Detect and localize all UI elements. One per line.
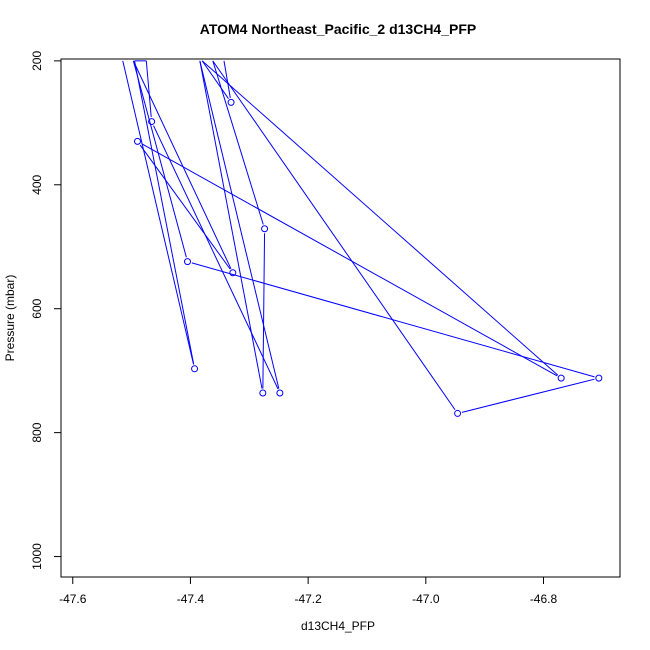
y-tick-label: 200 <box>30 51 44 71</box>
x-axis: -47.6 -47.4 -47.2 -47.0 -46.8 <box>59 576 558 606</box>
data-point <box>454 409 462 417</box>
y-axis-label: Pressure (mbar) <box>3 275 17 362</box>
data-point <box>227 98 235 106</box>
data-point <box>191 365 199 373</box>
x-axis-label: d13CH4_PFP <box>301 619 375 633</box>
series-segment <box>139 144 231 270</box>
x-tick-label: -47.6 <box>59 592 87 606</box>
series-segment <box>132 60 187 258</box>
x-tick-label: -47.2 <box>294 592 322 606</box>
series-segment <box>262 233 266 389</box>
chart-title: ATOM4 Northeast_Pacific_2 d13CH4_PFP <box>200 21 476 37</box>
series-segment <box>223 60 231 99</box>
data-point <box>259 389 267 397</box>
data-point <box>261 225 269 233</box>
y-axis: 200 400 600 800 1000 <box>30 51 62 570</box>
series-segment <box>122 60 195 365</box>
series-segment <box>199 60 263 389</box>
y-tick-label: 800 <box>30 422 44 442</box>
data-point <box>184 258 192 266</box>
x-tick-label: -47.4 <box>177 592 205 606</box>
data-point <box>557 374 565 382</box>
series <box>122 60 603 417</box>
data-point <box>276 389 284 397</box>
series-segment <box>212 60 456 411</box>
series-segment <box>201 60 559 376</box>
series-segment <box>191 262 595 378</box>
y-tick-label: 600 <box>30 298 44 318</box>
series-segment <box>141 143 558 377</box>
data-point <box>148 118 156 126</box>
series-segment <box>134 60 195 365</box>
data-point <box>595 374 603 382</box>
series-segment <box>212 60 264 225</box>
series-segment <box>153 125 279 390</box>
series-segment <box>461 378 595 413</box>
series-segment <box>145 60 152 118</box>
data-point <box>229 269 237 277</box>
series-segment <box>199 60 280 389</box>
data-point <box>133 137 141 145</box>
series-segment <box>132 60 232 269</box>
x-tick-label: -46.8 <box>530 592 558 606</box>
y-tick-label: 1000 <box>30 543 44 570</box>
y-tick-label: 400 <box>30 174 44 194</box>
data-series <box>122 60 603 417</box>
plot-frame <box>60 58 621 578</box>
x-tick-label: -47.0 <box>412 592 440 606</box>
series-segment <box>201 60 229 99</box>
